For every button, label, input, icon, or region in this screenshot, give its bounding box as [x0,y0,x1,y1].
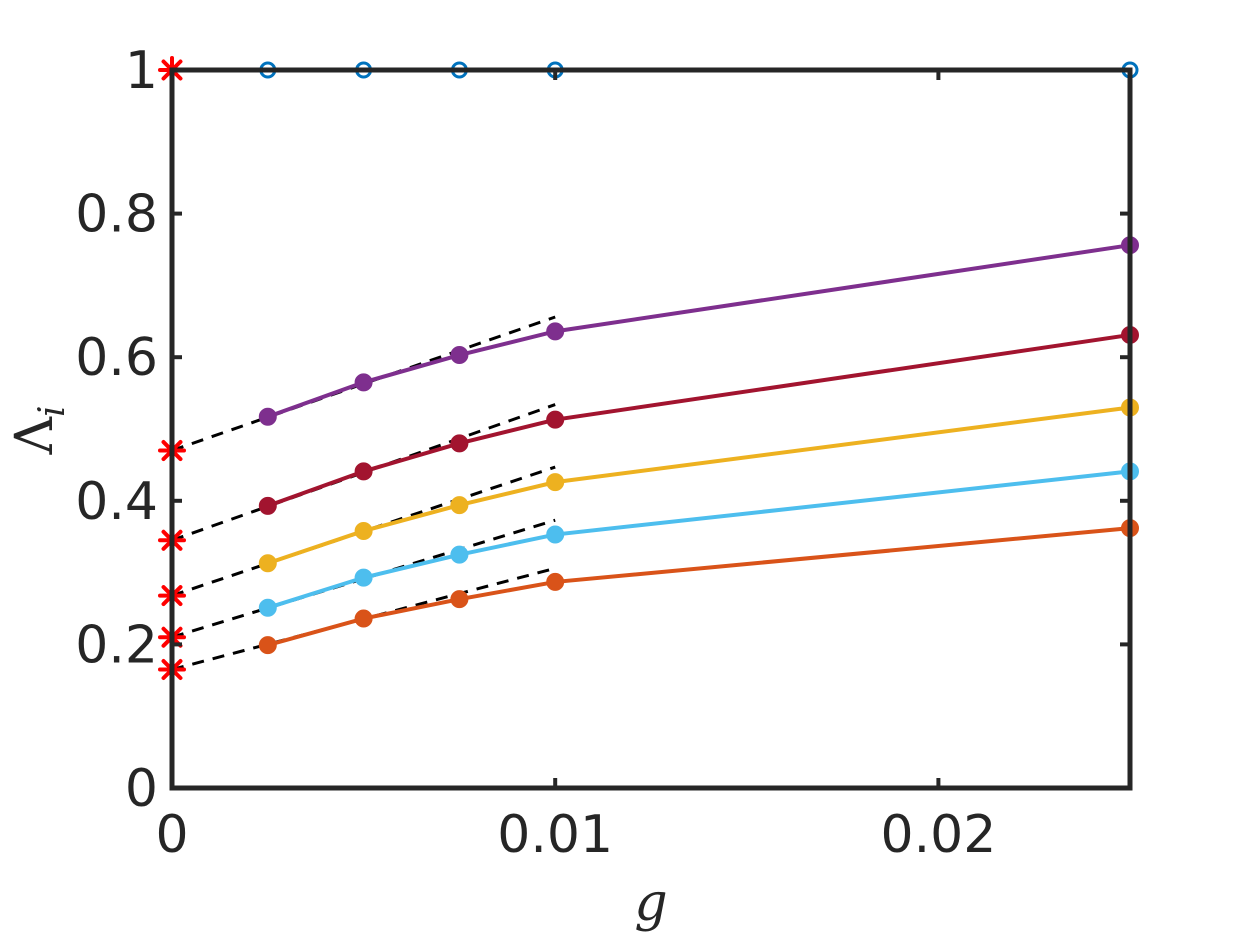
series-3-point [354,462,373,481]
series-4-point [546,473,565,492]
y-tick-label: 0.8 [75,185,158,245]
series-5-point [450,545,469,564]
series-6-point [258,636,277,655]
fit-line-2 [171,315,556,452]
series-3-line [267,332,1131,508]
series-6-point [450,590,469,609]
axes: 0 0.01 0.02 0 0.2 0.4 0.6 0.8 1 [75,41,1133,865]
y-axis-label: Λi [5,405,73,455]
series-2-line [267,243,1131,419]
series-4-point [354,521,373,540]
y-tick-label: 0.4 [75,472,158,532]
series-3-point [450,434,469,453]
plot-area [158,56,1139,684]
series-2-point [546,322,565,341]
axis-labels: g Λi [5,405,668,933]
series-5-point [546,525,565,544]
y-tick-label: 0.6 [75,328,158,388]
fit-line-4 [171,465,556,597]
y-tick-label: 0.2 [75,615,158,675]
series-6-line [267,526,1131,648]
series-2-point [258,407,277,426]
series-6-point [354,609,373,628]
x-tick-label: 0 [155,805,188,865]
series-5-point [354,568,373,587]
y-tick-label: 1 [125,41,158,101]
series-6-point [546,572,565,591]
series-2-point [354,373,373,392]
series-4-point [450,496,469,515]
axes-box [169,67,1133,791]
y-tick-label: 0 [125,759,158,819]
x-tick-label: 0.02 [881,805,997,865]
fit-line-3 [171,403,556,542]
series-3-point [546,410,565,429]
series-2-point [450,346,469,365]
x-tick-label: 0.01 [497,805,613,865]
series-3-point [258,496,277,515]
x-axis-label: g [634,873,667,933]
series-4-point [258,554,277,573]
series-5-point [258,598,277,617]
